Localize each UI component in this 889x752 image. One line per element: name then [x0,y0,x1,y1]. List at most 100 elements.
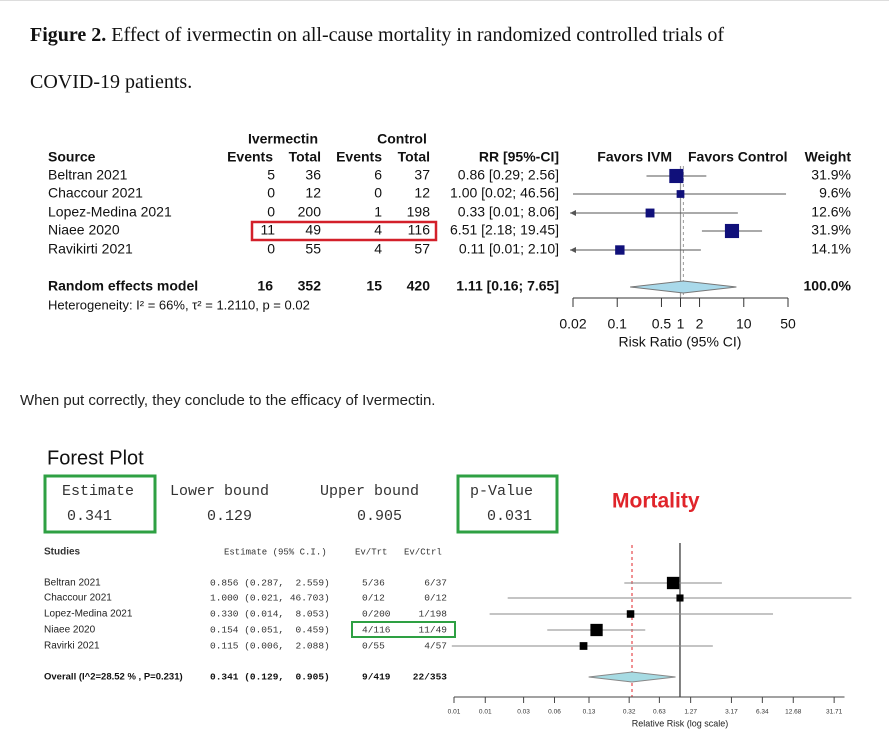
summary-value: 0.031 [487,508,532,525]
annotation: Mortality [612,490,700,513]
rr-label: 0.86 [0.29; 2.56] [458,167,559,183]
rr-label: 0.33 [0.01; 8.06] [458,204,559,220]
weight-label: 31.9% [811,167,851,183]
caption-label: Figure 2. [30,24,107,46]
summary-header: Upper bound [320,483,419,500]
highlight-box [351,621,456,638]
table-cell: 12 [305,185,321,201]
ev-ctrl: 0/12 [424,593,447,604]
summary-value: 0.129 [207,508,252,525]
study-name: Ravirki 2021 [44,641,100,652]
x-axis-label: Risk Ratio (95% CI) [619,334,742,350]
x-tick-label: 0.03 [517,709,530,716]
table-cell: 198 [407,204,431,220]
column-header: Studies [44,547,81,558]
table-cell: 200 [298,204,322,220]
weight-label: 31.9% [811,222,851,238]
x-tick-label: 6.34 [756,709,769,716]
study-square [724,223,740,239]
summary-value: 0.905 [357,508,402,525]
summary-cell: 1.11 [0.16; 7.65] [456,278,559,294]
column-header: Events [227,149,273,165]
summary-estimate: 0.341 (0.129, 0.905) [210,672,330,683]
x-tick-label: 0.13 [583,709,596,716]
summary-diamond [630,280,737,294]
table-cell: 4 [374,222,382,238]
x-tick-label: 1 [677,316,685,332]
figure-caption: Figure 2. Effect of ivermectin on all-ca… [30,12,775,106]
table-cell: 12 [414,185,430,201]
summary-cell: 352 [298,278,322,294]
rr-label: 6.51 [2.18; 19.45] [450,222,559,238]
ev-trt: 4/116 [362,625,391,636]
weight-label: 12.6% [811,204,851,220]
rr-label: 1.00 [0.02; 46.56] [450,185,559,201]
table-cell: 55 [305,241,321,257]
estimate-label: 0.154 (0.051, 0.459) [210,625,330,636]
study-square [615,245,625,255]
ev-ctrl: 1/198 [418,609,447,620]
rr-label: 0.11 [0.01; 2.10] [459,241,559,257]
column-header: Weight [805,149,852,165]
summary-label: Random effects model [48,278,198,294]
summary-label: Overall (I^2=28.52 % , P=0.231) [44,672,183,683]
highlight-box [456,474,559,534]
x-tick-label: 2 [696,316,704,332]
x-tick-label: 0.1 [607,316,627,332]
column-header: Events [336,149,382,165]
study-square [676,190,685,198]
study-name: Ravikirti 2021 [48,241,133,257]
paragraph: When put correctly, they conclude to the… [20,392,436,409]
group-header: Ivermectin [248,131,318,147]
group-header: Control [377,131,427,147]
study-name: Niaee 2020 [48,222,120,238]
study-square [666,576,680,590]
table-cell: 57 [414,241,430,257]
x-tick-label: 1.27 [684,709,697,716]
table-cell: 36 [305,167,321,183]
x-tick-label: 3.17 [725,709,738,716]
weight-label: 9.6% [819,185,851,201]
study-name: Beltran 2021 [44,578,101,589]
ci-arrow [570,247,576,253]
summary-header: Lower bound [170,483,269,500]
x-tick-label: 0.32 [623,709,636,716]
x-tick-label: 10 [736,316,752,332]
ev-trt: 5/36 [362,578,385,589]
x-tick-label: 0.63 [653,709,666,716]
ci-arrow [570,210,576,216]
column-header: Favors IVM [597,149,672,165]
estimate-label: 0.856 (0.287, 2.559) [210,578,330,589]
table-cell: 0 [267,204,275,220]
summary-cell: 420 [407,278,431,294]
column-header: Estimate (95% C.I.) [224,547,327,557]
study-name: Lopez-Medina 2021 [48,204,172,220]
x-tick-label: 12.68 [785,709,802,716]
ev-trt: 0/12 [362,593,385,604]
summary-diamond [588,671,676,683]
table-cell: 37 [414,167,430,183]
ev-trt: 0/55 [362,641,385,652]
heterogeneity: Heterogeneity: I² = 66%, τ² = 1.2110, p … [48,297,310,312]
summary-cell: 15 [366,278,382,294]
highlight-box [43,474,157,534]
highlight-box [250,220,438,242]
summary-ev-trt: 9/419 [362,672,391,683]
x-tick-label: 0.02 [559,316,586,332]
estimate-label: 1.000 (0.021, 46.703) [210,593,330,604]
study-square [579,642,588,650]
table-cell: 5 [267,167,275,183]
summary-header: p-Value [470,483,533,500]
x-axis-label: Relative Risk (log scale) [632,718,729,728]
summary-header: Estimate [62,483,134,500]
summary-ev-ctrl: 22/353 [413,672,448,683]
caption-text: Effect of ivermectin on all-cause mortal… [30,24,725,93]
x-tick-label: 0.06 [548,709,561,716]
column-header: Ev/Ctrl [404,547,442,557]
x-tick-label: 50 [780,316,796,332]
table-cell: 0 [267,185,275,201]
estimate-label: 0.330 (0.014, 8.053) [210,609,330,620]
study-name: Chaccour 2021 [44,593,112,604]
